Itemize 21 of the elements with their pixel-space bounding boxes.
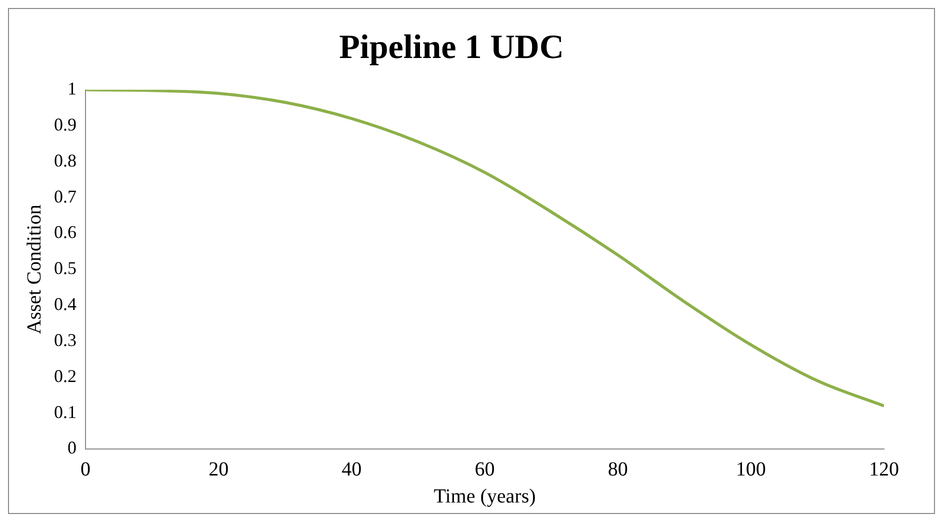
- y-tick-label: 1: [68, 78, 76, 99]
- x-tick-label: 120: [869, 458, 899, 480]
- y-tick-label: 0.4: [54, 294, 76, 314]
- y-axis-title: Asset Condition: [23, 204, 46, 334]
- y-tick-label: 0.2: [54, 366, 76, 386]
- y-tick-label: 0.6: [54, 222, 76, 242]
- y-tick-label: 0.3: [54, 330, 76, 350]
- x-tick-label: 80: [608, 458, 628, 480]
- y-tick-label: 0.7: [54, 186, 76, 206]
- y-tick-label: 0.9: [54, 114, 76, 134]
- chart-title: Pipeline 1 UDC: [339, 29, 564, 66]
- x-tick-label: 20: [208, 458, 229, 480]
- x-tick-label: 100: [736, 458, 766, 480]
- x-tick-label: 60: [474, 458, 495, 480]
- y-tick-label: 0.1: [54, 402, 76, 422]
- x-tick-label: 40: [342, 458, 362, 480]
- y-tick-label: 0.8: [54, 150, 76, 170]
- y-tick-label: 0.5: [54, 258, 76, 278]
- x-axis-title: Time (years): [434, 485, 536, 508]
- y-tick-label: 0: [68, 438, 76, 458]
- line-series: [86, 90, 884, 408]
